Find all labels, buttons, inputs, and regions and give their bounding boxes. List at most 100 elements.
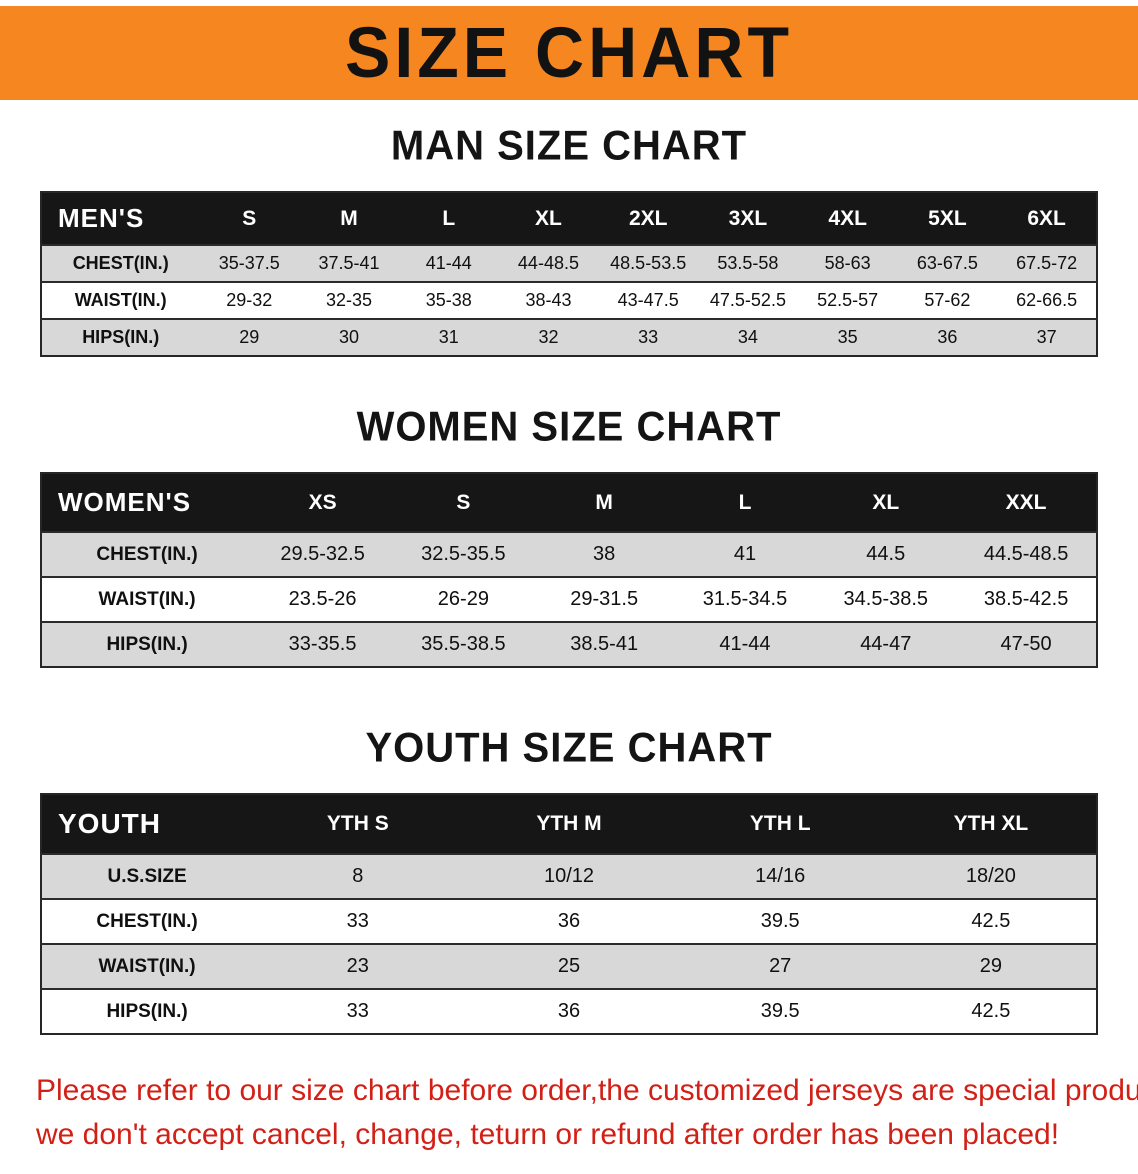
value-cell: 33 [638,327,659,347]
value-cell: 27 [769,955,792,977]
value-cell: 26-29 [437,588,489,610]
value-cell: 44.5-48.5 [983,543,1069,565]
disclaimer: Please refer to our size chart before or… [0,1069,1138,1156]
value-cell: 30 [338,327,359,347]
value-cell: 58-63 [824,253,871,273]
value-cell: 23.5-26 [288,588,357,610]
value-cell: 10/12 [543,865,595,887]
column-header: M [299,192,399,245]
table-row: HIPS(IN.) 33-35.5 35.5-38.5 38.5-41 41-44 44-… [41,622,1097,667]
value-cell: 38-43 [525,290,572,310]
value-cell: 43-47.5 [617,290,679,310]
row-label: HIPS(IN.) [106,1000,188,1022]
value-cell: 63-67.5 [916,253,978,273]
value-cell: 36 [557,910,581,932]
value-cell: 31 [438,327,459,347]
value-cell: 41-44 [425,253,472,273]
value-cell: 42.5 [971,1000,1011,1022]
value-cell: 34.5-38.5 [843,588,929,610]
table-row: CHEST(IN.) 33 36 39.5 42.5 [41,899,1097,944]
value-cell: 57-62 [924,290,971,310]
column-header: YTH XL [885,794,1097,854]
value-cell: 29 [979,955,1003,977]
value-cell: 35 [837,327,858,347]
value-cell: 44-47 [860,633,912,655]
value-cell: 37 [1036,327,1057,347]
value-cell: 41 [733,543,757,565]
value-cell: 35-38 [425,290,472,310]
column-header: XL [498,192,599,245]
value-cell: 53.5-58 [717,253,779,273]
row-label: WAIST(IN.) [98,955,196,977]
value-cell: 41-44 [719,633,771,655]
youth-size-table: YOUTH YTH S YTH M YTH L YTH XL U.S.SIZE 8 10/12… [40,793,1098,1035]
section-youth: YOUTH SIZE CHART YOUTH YTH S YTH M YTH L YTH… [0,724,1138,1035]
table-row: CHEST(IN.) 35-37.5 37.5-41 41-44 44-48.5 48.5… [41,245,1097,282]
column-header: XL [815,473,957,532]
value-cell: 47.5-52.5 [709,290,786,310]
table-row: HIPS(IN.) 33 36 39.5 42.5 [41,989,1097,1034]
value-cell: 25 [557,955,581,977]
column-header: YTH S [252,794,464,854]
value-cell: 33 [346,1000,369,1022]
value-cell: 8 [352,865,364,887]
value-cell: 67.5-72 [1016,253,1078,273]
value-cell: 38 [593,543,616,565]
value-cell: 31.5-34.5 [702,588,788,610]
value-cell: 29-32 [226,290,273,310]
value-cell: 35.5-38.5 [421,633,506,655]
column-header: M [533,473,675,532]
value-cell: 32-35 [325,290,373,310]
column-header: 3XL [698,192,798,245]
column-header: 4XL [797,192,898,245]
value-cell: 39.5 [760,910,800,932]
column-header: YTH M [463,794,675,854]
value-cell: 23 [346,955,369,977]
disclaimer-line-2: we don't accept cancel, change, teturn o… [36,1117,1060,1151]
section-women: WOMEN SIZE CHART WOMEN'S XS S M L XL XXL CHEST(… [0,403,1138,668]
table-row: CHEST(IN.) 29.5-32.5 32.5-35.5 38 41 44.5 44.5… [41,532,1097,577]
column-header: 2XL [598,192,699,245]
value-cell: 38.5-41 [570,633,639,655]
page-title: SIZE CHART [345,13,793,93]
column-header: XXL [956,473,1097,532]
value-cell: 32.5-35.5 [421,543,506,565]
table-row: WAIST(IN.) 23.5-26 26-29 29-31.5 31.5-34.5 34… [41,577,1097,622]
column-header: S [199,192,300,245]
column-header: YTH L [674,794,886,854]
section-men: MAN SIZE CHART MEN'S S M L XL 2XL 3XL 4XL 5XL 6XL… [0,122,1138,357]
row-label: HIPS(IN.) [106,633,188,655]
value-cell: 14/16 [755,865,806,887]
column-header: L [674,473,816,532]
table-title-cell: MEN'S [41,192,200,245]
table-row: HIPS(IN.) 29 30 31 32 33 34 35 36 37 [41,319,1097,356]
table-header-row: YOUTH YTH S YTH M YTH L YTH XL [41,794,1097,854]
value-cell: 37.5-41 [318,253,380,273]
value-cell: 36 [937,327,958,347]
value-cell: 44-48.5 [517,253,579,273]
women-section-heading: WOMEN SIZE CHART [356,403,782,451]
column-header: S [392,473,534,532]
row-label: U.S.SIZE [107,865,187,887]
men-size-table: MEN'S S M L XL 2XL 3XL 4XL 5XL 6XL CHEST(IN.) 35-37… [40,191,1098,357]
table-title-cell: WOMEN'S [41,473,253,532]
value-cell: 36 [557,1000,581,1022]
youth-section-heading: YOUTH SIZE CHART [365,724,773,772]
column-header: 6XL [997,192,1097,245]
value-cell: 39.5 [760,1000,800,1022]
row-label: HIPS(IN.) [82,327,160,347]
value-cell: 52.5-57 [817,290,879,310]
table-row: WAIST(IN.) 29-32 32-35 35-38 38-43 43-47.5 47.… [41,282,1097,319]
value-cell: 44.5 [866,543,906,565]
men-section-heading: MAN SIZE CHART [390,122,748,170]
value-cell: 38.5-42.5 [983,588,1069,610]
value-cell: 29.5-32.5 [280,543,365,565]
value-cell: 34 [737,327,758,347]
banner: SIZE CHART [0,6,1138,100]
value-cell: 35-37.5 [218,253,280,273]
table-row: WAIST(IN.) 23 25 27 29 [41,944,1097,989]
row-label: WAIST(IN.) [98,588,196,610]
column-header: XS [252,473,393,532]
column-header: 5XL [897,192,998,245]
row-label: CHEST(IN.) [96,543,198,565]
